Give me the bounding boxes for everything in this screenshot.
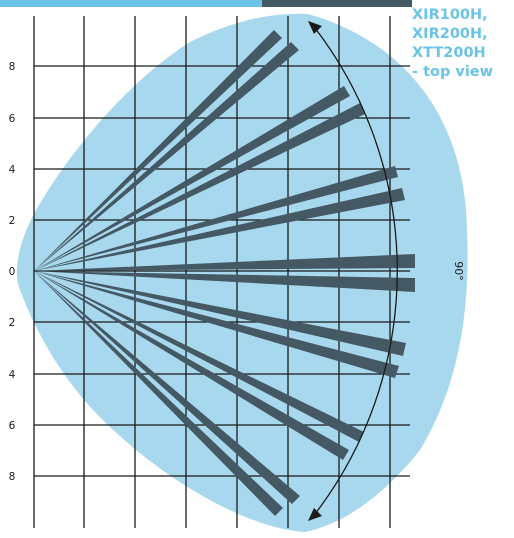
beam: [34, 188, 405, 271]
beam: [34, 86, 350, 271]
angle-arc: [314, 27, 398, 515]
y-tick-label: 2: [9, 215, 16, 227]
top-bar-light: [0, 0, 262, 7]
y-tick-label: 2: [9, 317, 16, 329]
y-tick-label: 8: [9, 61, 16, 73]
y-tick-label: 6: [9, 113, 16, 125]
beam: [34, 271, 406, 356]
beam: [34, 271, 349, 460]
arc-angle-label: 90°: [452, 261, 465, 281]
beam: [34, 271, 283, 516]
beam: [34, 42, 299, 271]
beams: [34, 30, 415, 516]
y-tick-label: 4: [9, 369, 16, 381]
y-tick-label: 8: [9, 471, 16, 483]
y-tick-label: 6: [9, 420, 16, 432]
beam: [34, 103, 365, 271]
beam: [34, 166, 398, 271]
beam: [34, 271, 415, 292]
y-tick-label: 4: [9, 164, 16, 176]
angle-arc-line: [314, 27, 398, 515]
arc-arrowhead-bottom: [308, 508, 322, 521]
beam: [34, 271, 300, 504]
arc-arrowhead-top: [308, 21, 322, 34]
beam: [34, 254, 415, 271]
title-line: XTT200H: [412, 45, 486, 61]
beam: [34, 271, 364, 442]
y-tick-label: 0: [9, 266, 16, 278]
top-bar-dark: [262, 0, 412, 7]
title-line: XIR100H,: [412, 7, 488, 23]
title-line: - top view: [412, 64, 494, 80]
diagram-title: XIR100H, XIR200H, XTT200H - top view: [412, 6, 512, 82]
coverage-area: [16, 13, 468, 532]
beam: [34, 271, 399, 378]
beam: [34, 30, 282, 271]
title-line: XIR200H,: [412, 26, 488, 42]
